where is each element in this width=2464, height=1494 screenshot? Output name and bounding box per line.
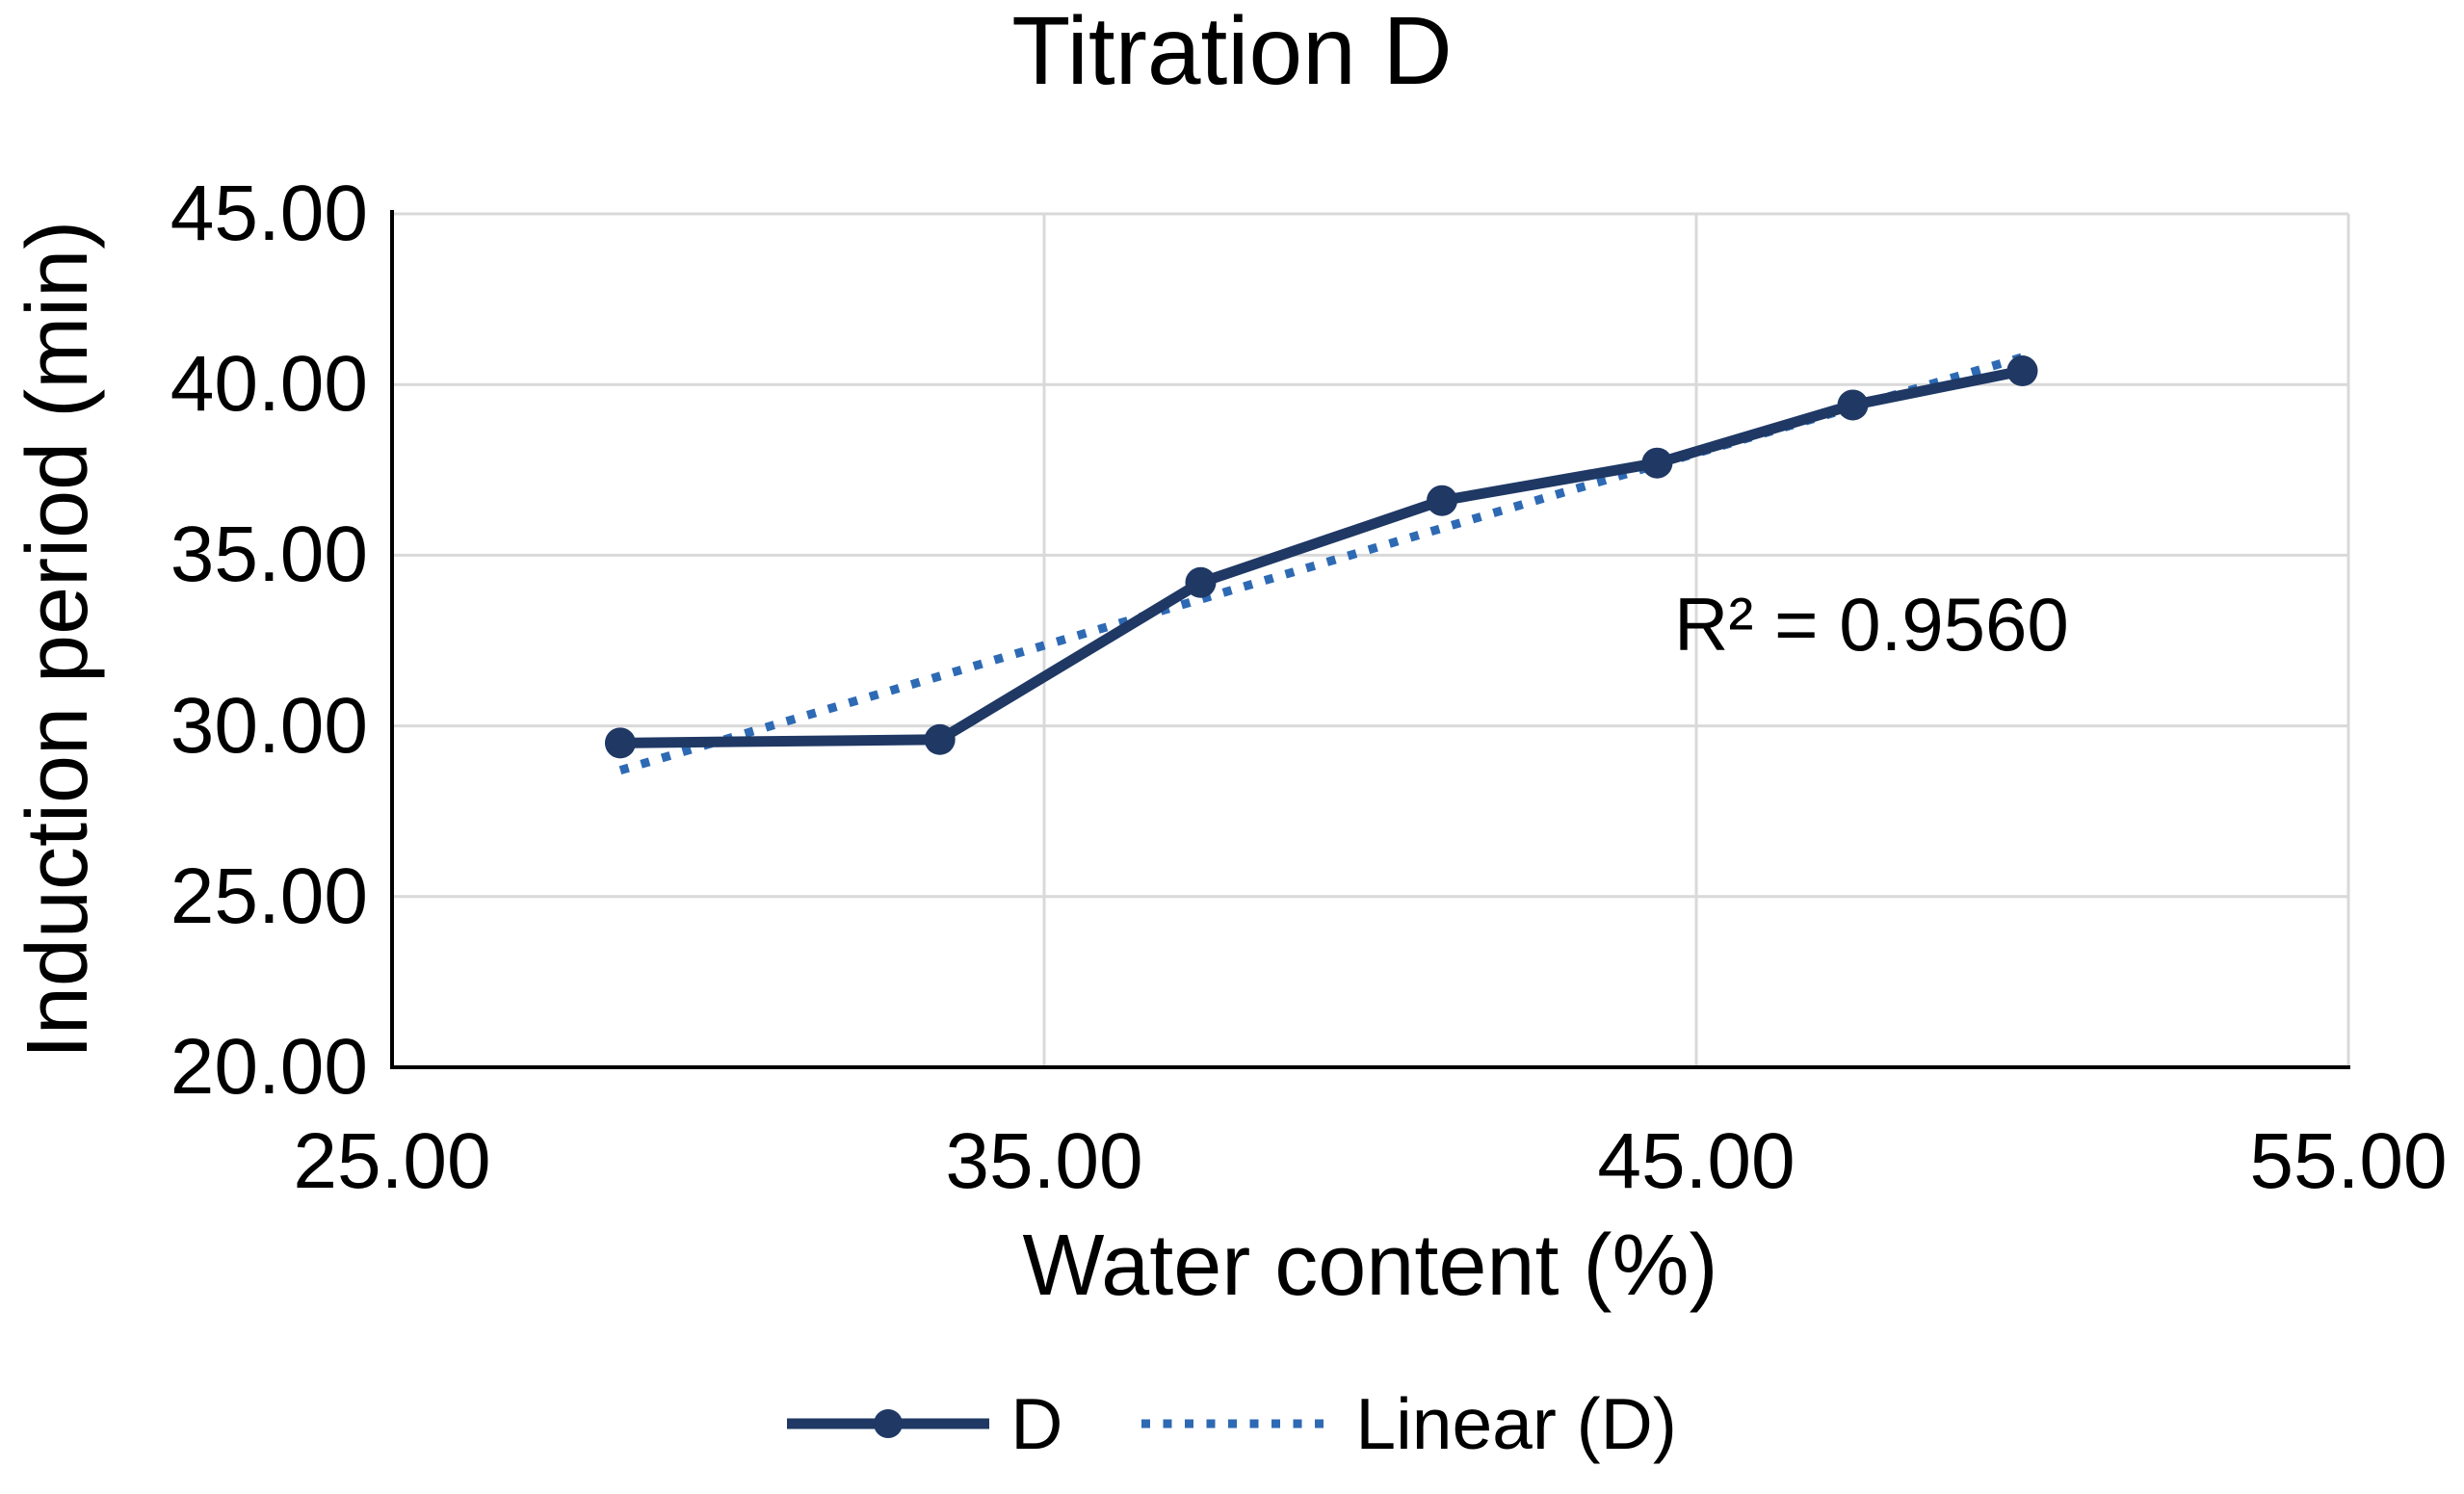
legend-label-d: D — [1010, 1383, 1063, 1464]
r-squared-annotation: R² = 0.9560 — [1674, 582, 2069, 667]
data-point-marker — [1185, 566, 1217, 598]
y-axis-title: Induction period (min) — [10, 220, 106, 1060]
data-point-marker — [1641, 447, 1673, 479]
legend-item-linear-d: Linear (D) — [1141, 1376, 1677, 1472]
data-point-marker — [924, 723, 956, 755]
x-tick-label: 25.00 — [293, 1117, 491, 1205]
legend-label-linear-d: Linear (D) — [1355, 1383, 1677, 1464]
data-point-marker — [1426, 485, 1457, 516]
x-axis-title: Water content (%) — [1022, 1218, 1718, 1314]
data-point-marker — [604, 727, 636, 759]
legend-line-marker-sample — [787, 1409, 990, 1438]
chart-title: Titration D — [1011, 0, 1453, 105]
y-tick-label: 30.00 — [170, 681, 368, 770]
legend-item-d: D — [787, 1376, 1062, 1472]
y-tick-label: 20.00 — [170, 1023, 368, 1111]
legend: D Linear (D) — [0, 1366, 2464, 1481]
x-tick-label: 55.00 — [2249, 1117, 2448, 1205]
y-tick-label: 25.00 — [170, 852, 368, 940]
legend-dotted-line-sample — [1141, 1419, 1335, 1428]
x-tick-label: 35.00 — [945, 1117, 1143, 1205]
data-point-marker — [1837, 389, 1869, 421]
data-point-marker — [2006, 355, 2038, 387]
y-tick-label: 40.00 — [170, 340, 368, 429]
y-tick-label: 35.00 — [170, 511, 368, 599]
x-tick-label: 45.00 — [1597, 1117, 1796, 1205]
series-d-line — [615, 365, 2028, 748]
y-tick-label: 45.00 — [170, 170, 368, 257]
